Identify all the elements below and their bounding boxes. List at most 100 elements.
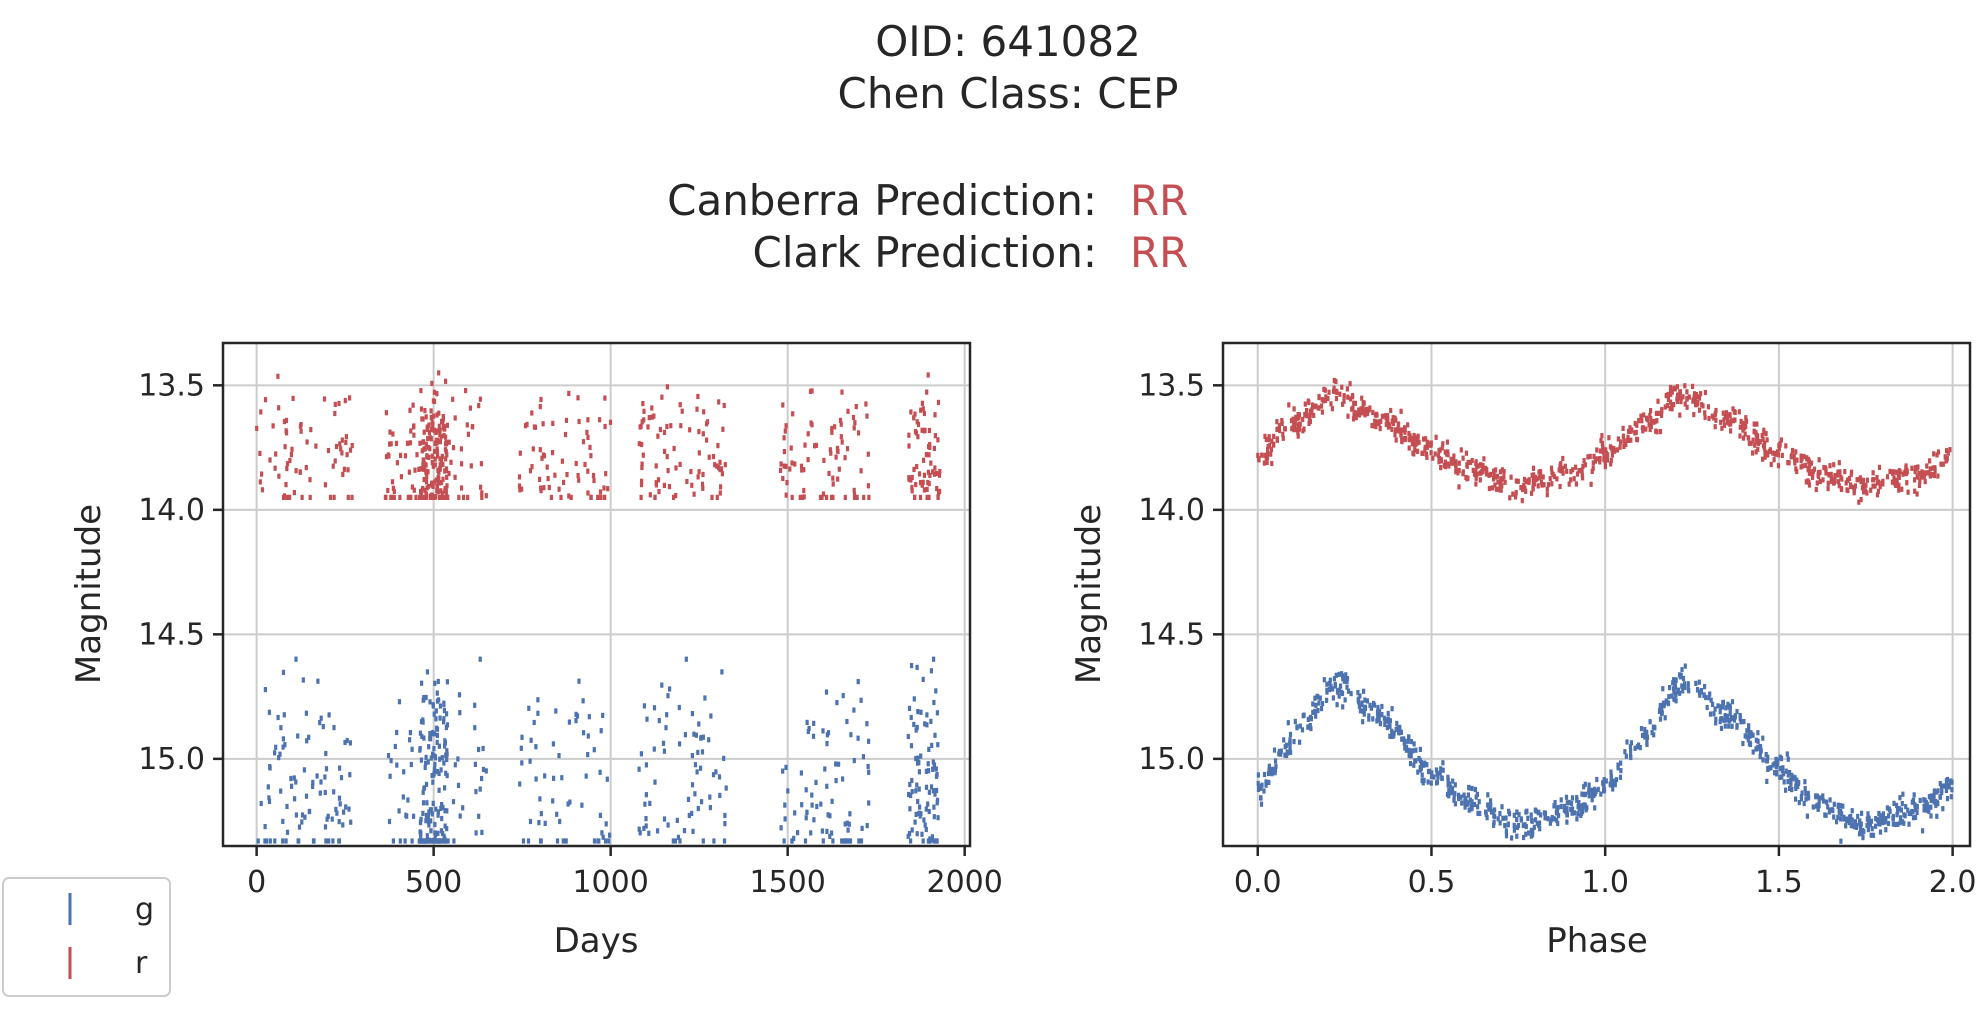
- data-point-r: [1672, 402, 1676, 408]
- data-point-r: [1713, 410, 1718, 416]
- data-point-g: [445, 826, 449, 832]
- data-point-r: [429, 436, 433, 442]
- data-point-r: [407, 469, 411, 475]
- data-point-r: [1569, 469, 1573, 475]
- data-point-g: [1473, 786, 1477, 793]
- data-point-r: [1348, 396, 1353, 402]
- data-point-r: [1275, 437, 1279, 443]
- data-point-r: [1270, 460, 1274, 467]
- data-point-g: [1371, 700, 1376, 707]
- data-point-g: [323, 824, 328, 830]
- data-point-r: [1454, 463, 1458, 470]
- y-tick-label: 14.5: [1138, 617, 1205, 652]
- data-point-g: [279, 725, 283, 731]
- data-point-r: [440, 480, 444, 486]
- data-point-r: [642, 408, 646, 414]
- data-point-r: [1622, 443, 1626, 449]
- data-point-r: [1600, 440, 1604, 446]
- data-point-r: [840, 389, 844, 395]
- data-point-g: [566, 801, 570, 807]
- data-point-g: [1267, 767, 1271, 773]
- data-point-r: [1494, 467, 1498, 473]
- data-point-r: [702, 409, 706, 415]
- data-point-g: [1343, 697, 1347, 703]
- data-point-g: [919, 753, 923, 759]
- data-point-r: [722, 402, 726, 409]
- data-point-g: [648, 800, 652, 806]
- data-point-g: [1388, 723, 1392, 729]
- data-point-r: [1598, 459, 1602, 465]
- data-point-g: [1716, 703, 1720, 709]
- data-point-r: [1457, 484, 1461, 490]
- data-point-r: [1642, 412, 1646, 418]
- data-point-g: [534, 744, 538, 750]
- data-point-r: [1855, 477, 1859, 483]
- data-point-r: [1794, 466, 1798, 472]
- data-point-g: [608, 832, 612, 838]
- data-point-g: [1313, 695, 1317, 701]
- data-point-g: [1319, 706, 1324, 712]
- data-point-r: [1485, 466, 1489, 472]
- y-tick-label: 14.0: [1138, 493, 1205, 528]
- data-point-g: [1371, 716, 1375, 722]
- data-point-g: [1616, 765, 1620, 771]
- data-point-r: [530, 464, 534, 470]
- data-point-r: [1720, 425, 1724, 431]
- data-point-r: [1809, 460, 1814, 466]
- data-point-r: [852, 425, 856, 431]
- data-point-r: [429, 427, 433, 433]
- data-point-r: [1769, 461, 1773, 467]
- data-point-r: [1358, 409, 1362, 415]
- data-point-g: [1368, 702, 1372, 708]
- data-point-g: [1915, 809, 1919, 815]
- data-point-r: [1621, 425, 1625, 431]
- data-point-g: [419, 830, 423, 836]
- data-point-r: [1655, 429, 1659, 435]
- data-point-r: [395, 460, 399, 466]
- data-point-r: [1817, 457, 1821, 463]
- data-point-r: [1581, 475, 1585, 481]
- data-point-r: [421, 485, 425, 492]
- data-point-g: [1893, 821, 1897, 828]
- data-point-g: [1579, 812, 1583, 818]
- data-point-g: [324, 766, 329, 772]
- data-point-g: [387, 818, 392, 825]
- data-point-r: [1269, 451, 1273, 457]
- data-point-g: [929, 668, 933, 674]
- data-point-r: [1765, 450, 1770, 456]
- data-point-r: [1595, 447, 1599, 453]
- data-point-r: [1936, 449, 1941, 455]
- data-point-r: [1305, 408, 1309, 414]
- data-point-r: [798, 494, 802, 500]
- data-point-g: [1427, 768, 1432, 774]
- data-point-r: [1362, 410, 1366, 416]
- data-point-r: [340, 437, 344, 443]
- data-point-r: [338, 441, 342, 447]
- data-point-r: [1943, 454, 1947, 460]
- data-point-r: [641, 452, 645, 458]
- data-point-g: [1927, 808, 1931, 814]
- data-point-r: [1649, 423, 1653, 430]
- data-point-g: [859, 838, 864, 844]
- data-point-g: [932, 699, 936, 706]
- data-point-r: [1649, 416, 1653, 422]
- data-point-r: [1353, 400, 1357, 406]
- data-point-r: [1327, 389, 1331, 395]
- data-point-g: [917, 760, 921, 766]
- data-point-g: [1293, 718, 1297, 724]
- data-point-g: [1409, 739, 1413, 745]
- data-point-r: [1308, 412, 1312, 419]
- data-point-g: [1300, 727, 1305, 733]
- data-point-g: [1564, 794, 1569, 800]
- data-point-g: [1860, 810, 1864, 816]
- data-point-g: [932, 804, 936, 810]
- data-point-g: [1529, 812, 1533, 818]
- data-point-r: [718, 467, 722, 473]
- data-point-r: [460, 485, 464, 491]
- data-point-g: [1839, 816, 1843, 822]
- data-point-r: [1630, 427, 1634, 433]
- data-point-g: [344, 804, 348, 810]
- data-point-g: [849, 732, 853, 738]
- data-point-r: [589, 494, 593, 500]
- data-point-r: [285, 494, 289, 500]
